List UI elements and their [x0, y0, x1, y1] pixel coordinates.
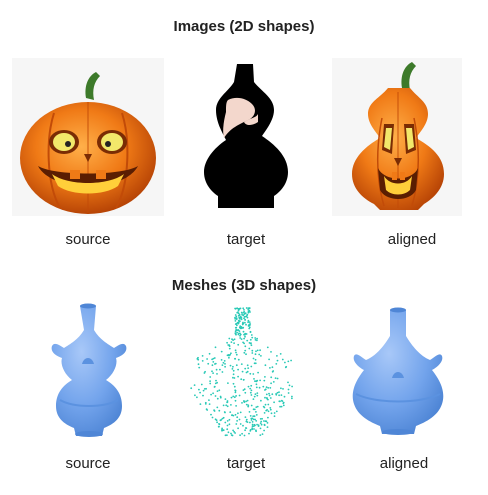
images-section-title: Images (2D shapes) [173, 18, 315, 35]
aligned-mesh-image [346, 306, 450, 436]
images-source-caption: source [65, 231, 111, 248]
aligned-pumpkin-image [332, 58, 462, 216]
source-pumpkin-image [12, 58, 164, 216]
images-aligned-caption: aligned [387, 231, 437, 248]
meshes-aligned-caption: aligned [379, 455, 429, 472]
images-target-caption: target [226, 231, 266, 248]
meshes-section-title: Meshes (3D shapes) [171, 277, 317, 294]
source-mesh-image [44, 300, 134, 440]
target-pointcloud-image [184, 304, 302, 440]
target-silhouette-image [200, 60, 292, 212]
meshes-source-caption: source [65, 455, 111, 472]
meshes-target-caption: target [226, 455, 266, 472]
